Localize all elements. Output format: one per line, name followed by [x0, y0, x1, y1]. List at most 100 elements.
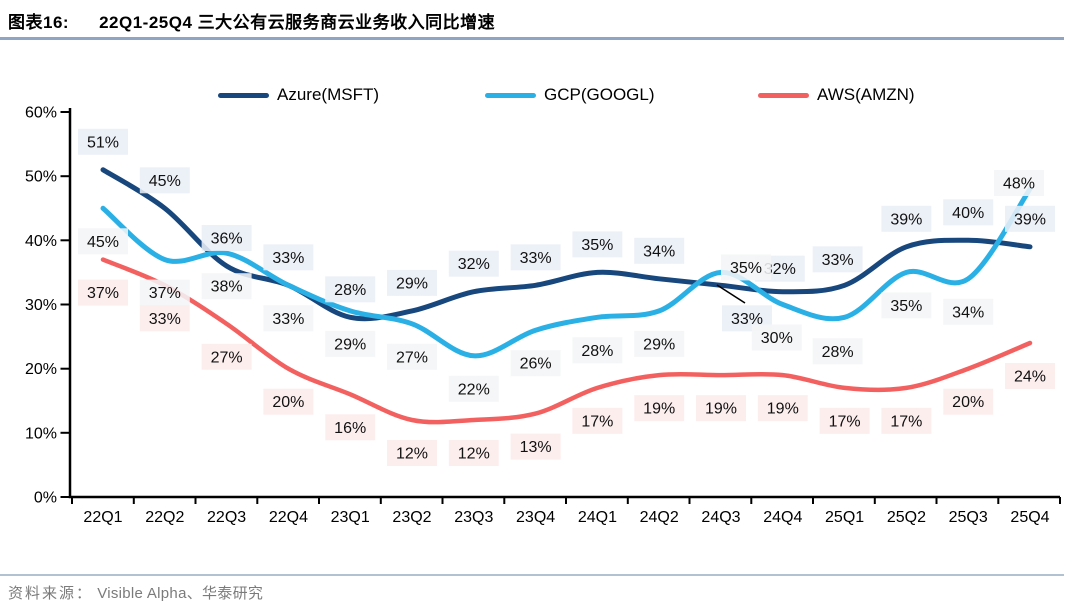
data-label: 35%: [881, 292, 932, 319]
data-label: 12%: [448, 440, 499, 466]
svg-text:28%: 28%: [581, 343, 613, 360]
svg-text:45%: 45%: [149, 173, 181, 190]
svg-text:16%: 16%: [334, 420, 366, 437]
data-label: 36%: [201, 225, 252, 251]
svg-text:38%: 38%: [211, 279, 243, 296]
x-axis-label: 22Q3: [207, 509, 246, 526]
data-label: 17%: [881, 407, 932, 434]
svg-text:17%: 17%: [829, 413, 861, 430]
y-axis-label: 0%: [34, 490, 57, 507]
svg-text:36%: 36%: [211, 231, 243, 248]
legend-label-aws: AWS(AMZN): [817, 85, 915, 104]
source-text: Visible Alpha、华泰研究: [97, 585, 264, 602]
y-axis-label: 50%: [25, 169, 57, 186]
x-axis-label: 22Q1: [83, 509, 122, 526]
svg-text:33%: 33%: [272, 250, 304, 267]
svg-text:33%: 33%: [272, 311, 304, 328]
data-label: 35%: [721, 254, 771, 281]
svg-text:30%: 30%: [761, 330, 793, 347]
legend-swatch-azure: [218, 92, 269, 98]
x-axis-label: 22Q4: [269, 509, 308, 526]
svg-text:51%: 51%: [87, 134, 119, 151]
legend-swatch-aws: [758, 92, 809, 98]
data-label: 33%: [263, 305, 314, 332]
svg-text:33%: 33%: [822, 252, 854, 269]
source-note: 资料来源： Visible Alpha、华泰研究: [8, 582, 263, 603]
svg-text:32%: 32%: [458, 256, 490, 273]
data-label: 20%: [263, 388, 314, 415]
legend-label-azure: Azure(MSFT): [277, 85, 379, 104]
data-label: 19%: [757, 395, 808, 422]
y-axis-label: 30%: [25, 297, 57, 314]
data-label: 20%: [943, 388, 994, 415]
svg-text:19%: 19%: [705, 401, 737, 418]
data-label: 37%: [139, 279, 190, 306]
x-axis-label: 24Q4: [763, 509, 802, 526]
data-label: 34%: [634, 237, 685, 264]
legend-item-gcp: GCP(GOOGL): [485, 85, 655, 105]
figure-title: 22Q1-25Q4 三大公有云服务商云业务收入同比增速: [99, 13, 496, 32]
footer-divider: [0, 574, 1064, 576]
x-axis-label: 24Q1: [578, 509, 617, 526]
data-label: 40%: [943, 199, 994, 226]
svg-text:19%: 19%: [643, 401, 675, 418]
svg-text:39%: 39%: [1014, 211, 1046, 228]
svg-text:27%: 27%: [211, 349, 243, 366]
x-axis-label: 22Q2: [145, 509, 184, 526]
svg-text:17%: 17%: [890, 413, 922, 430]
svg-text:12%: 12%: [396, 446, 428, 463]
data-label: 33%: [812, 246, 863, 273]
data-label: 39%: [1005, 205, 1055, 232]
svg-text:37%: 37%: [87, 285, 119, 302]
data-label: 19%: [696, 395, 746, 422]
legend-swatch-gcp: [485, 92, 536, 98]
data-label: 29%: [634, 330, 685, 357]
figure-header: 图表16: 22Q1-25Q4 三大公有云服务商云业务收入同比增速: [8, 8, 1068, 33]
data-label: 27%: [201, 343, 252, 370]
y-axis-label: 40%: [25, 233, 57, 250]
data-label: 51%: [78, 128, 128, 155]
data-label: 29%: [325, 330, 376, 357]
source-label: 资料来源：: [8, 586, 94, 602]
svg-text:33%: 33%: [731, 311, 763, 328]
legend-label-gcp: GCP(GOOGL): [544, 85, 655, 104]
data-label: 28%: [812, 338, 863, 365]
x-axis-label: 25Q2: [887, 509, 926, 526]
data-label: 39%: [881, 205, 932, 232]
y-axis-label: 60%: [25, 105, 57, 122]
data-label: 27%: [387, 343, 437, 370]
svg-text:27%: 27%: [396, 349, 428, 366]
series-line-azure-msft-: [100, 167, 1033, 322]
svg-text:29%: 29%: [396, 275, 428, 292]
data-label: 28%: [325, 276, 376, 303]
svg-text:29%: 29%: [334, 336, 366, 353]
svg-text:28%: 28%: [334, 282, 366, 299]
data-label: 16%: [325, 414, 376, 441]
data-label: 38%: [201, 273, 252, 300]
svg-text:29%: 29%: [643, 336, 675, 353]
svg-text:39%: 39%: [890, 211, 922, 228]
data-label: 17%: [572, 407, 623, 434]
data-label: 45%: [139, 167, 190, 194]
figure-number: 图表16:: [8, 13, 70, 32]
legend-item-aws: AWS(AMZN): [758, 85, 915, 105]
svg-text:28%: 28%: [822, 344, 854, 361]
x-axis-label: 24Q2: [640, 509, 679, 526]
svg-text:17%: 17%: [581, 413, 613, 430]
svg-text:40%: 40%: [952, 205, 984, 222]
y-axis-label: 10%: [25, 425, 57, 442]
x-axis-label: 25Q3: [949, 509, 988, 526]
x-axis-label: 25Q1: [825, 509, 864, 526]
data-label: 28%: [572, 337, 623, 364]
svg-text:33%: 33%: [149, 311, 181, 328]
data-label: 19%: [634, 395, 685, 422]
svg-text:35%: 35%: [890, 298, 922, 315]
data-label: 48%: [994, 170, 1044, 196]
x-axis-label: 23Q3: [454, 509, 493, 526]
data-label: 13%: [510, 433, 561, 460]
svg-text:20%: 20%: [272, 394, 304, 411]
svg-text:13%: 13%: [520, 439, 552, 456]
svg-text:35%: 35%: [730, 260, 762, 277]
